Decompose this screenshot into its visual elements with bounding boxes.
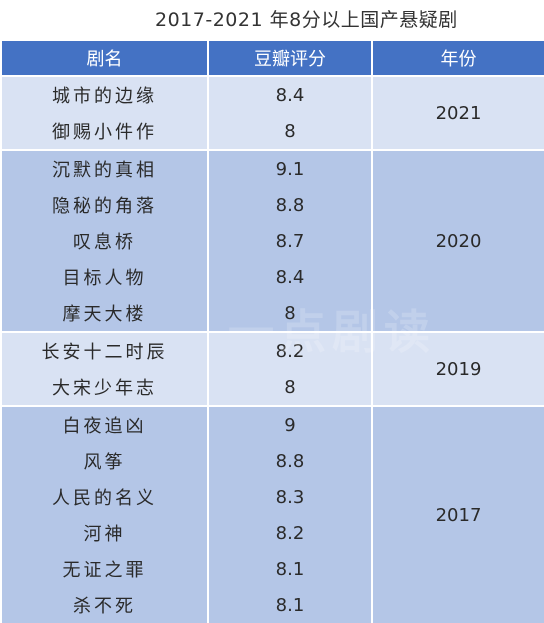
drama-name-cell: 城市的边缘 (0, 75, 209, 113)
table-body: 城市的边缘 8.4 2021 御赐小件作 8 沉默的真相 9.1 2020 隐秘的角落 8.8 叹息… (0, 75, 544, 623)
table-title: 2017-2021 年8分以上国产悬疑剧 (0, 0, 544, 41)
year-cell: 2019 (371, 331, 544, 406)
header-year: 年份 (371, 41, 544, 77)
table-row: 无证之罪 8.1 (0, 551, 544, 587)
table-row: 隐秘的角落 8.8 (0, 187, 544, 223)
table-row: 河神 8.2 (0, 515, 544, 551)
table-row: 风筝 8.8 (0, 443, 544, 479)
drama-name-cell: 叹息桥 (0, 223, 209, 259)
table-row: 沉默的真相 9.1 2020 (0, 149, 544, 332)
drama-name-cell: 长安十二时辰 (0, 331, 209, 369)
table-row: 长安十二时辰 8.2 2019 (0, 331, 544, 406)
douban-score-cell: 8.2 (207, 331, 373, 369)
douban-score-cell: 8.8 (207, 187, 373, 223)
table-row: 杀不死 8.1 (0, 587, 544, 623)
drama-name-cell: 目标人物 (0, 259, 209, 295)
douban-score-cell: 8.3 (207, 479, 373, 515)
douban-score-cell: 8 (207, 369, 373, 406)
douban-score-cell: 9.1 (207, 149, 373, 187)
douban-score-cell: 8 (207, 295, 373, 332)
year-cell: 2020 (371, 149, 544, 332)
table-row: 人民的名义 8.3 (0, 479, 544, 515)
drama-name-cell: 隐秘的角落 (0, 187, 209, 223)
douban-score-cell: 9 (207, 405, 373, 443)
douban-score-cell: 8.1 (207, 587, 373, 623)
header-name: 剧名 (0, 41, 209, 77)
table-row: 御赐小件作 8 (0, 113, 544, 150)
douban-score-cell: 8.2 (207, 515, 373, 551)
drama-name-cell: 白夜追凶 (0, 405, 209, 443)
header-row: 剧名 豆瓣评分 年份 (0, 41, 544, 77)
drama-name-cell: 大宋少年志 (0, 369, 209, 406)
table-row: 目标人物 8.4 (0, 259, 544, 295)
drama-name-cell: 无证之罪 (0, 551, 209, 587)
drama-name-cell: 杀不死 (0, 587, 209, 623)
douban-score-cell: 8.7 (207, 223, 373, 259)
drama-name-cell: 沉默的真相 (0, 149, 209, 187)
year-cell: 2021 (371, 75, 544, 150)
drama-name-cell: 摩天大楼 (0, 295, 209, 332)
douban-score-cell: 8.8 (207, 443, 373, 479)
table-row: 叹息桥 8.7 (0, 223, 544, 259)
drama-name-cell: 河神 (0, 515, 209, 551)
drama-table: 剧名 豆瓣评分 年份 城市的边缘 8.4 2021 御赐小件作 8 沉默的真相 9.1 202… (0, 41, 544, 623)
douban-score-cell: 8 (207, 113, 373, 150)
year-cell: 2017 (371, 405, 544, 623)
table-row: 白夜追凶 9 2017 (0, 405, 544, 623)
douban-score-cell: 8.4 (207, 75, 373, 113)
drama-name-cell: 御赐小件作 (0, 113, 209, 150)
table-row: 大宋少年志 8 (0, 369, 544, 406)
douban-score-cell: 8.4 (207, 259, 373, 295)
header-score: 豆瓣评分 (207, 41, 373, 77)
drama-name-cell: 人民的名义 (0, 479, 209, 515)
table-row: 摩天大楼 8 (0, 295, 544, 332)
douban-score-cell: 8.1 (207, 551, 373, 587)
drama-name-cell: 风筝 (0, 443, 209, 479)
table-row: 城市的边缘 8.4 2021 (0, 75, 544, 150)
